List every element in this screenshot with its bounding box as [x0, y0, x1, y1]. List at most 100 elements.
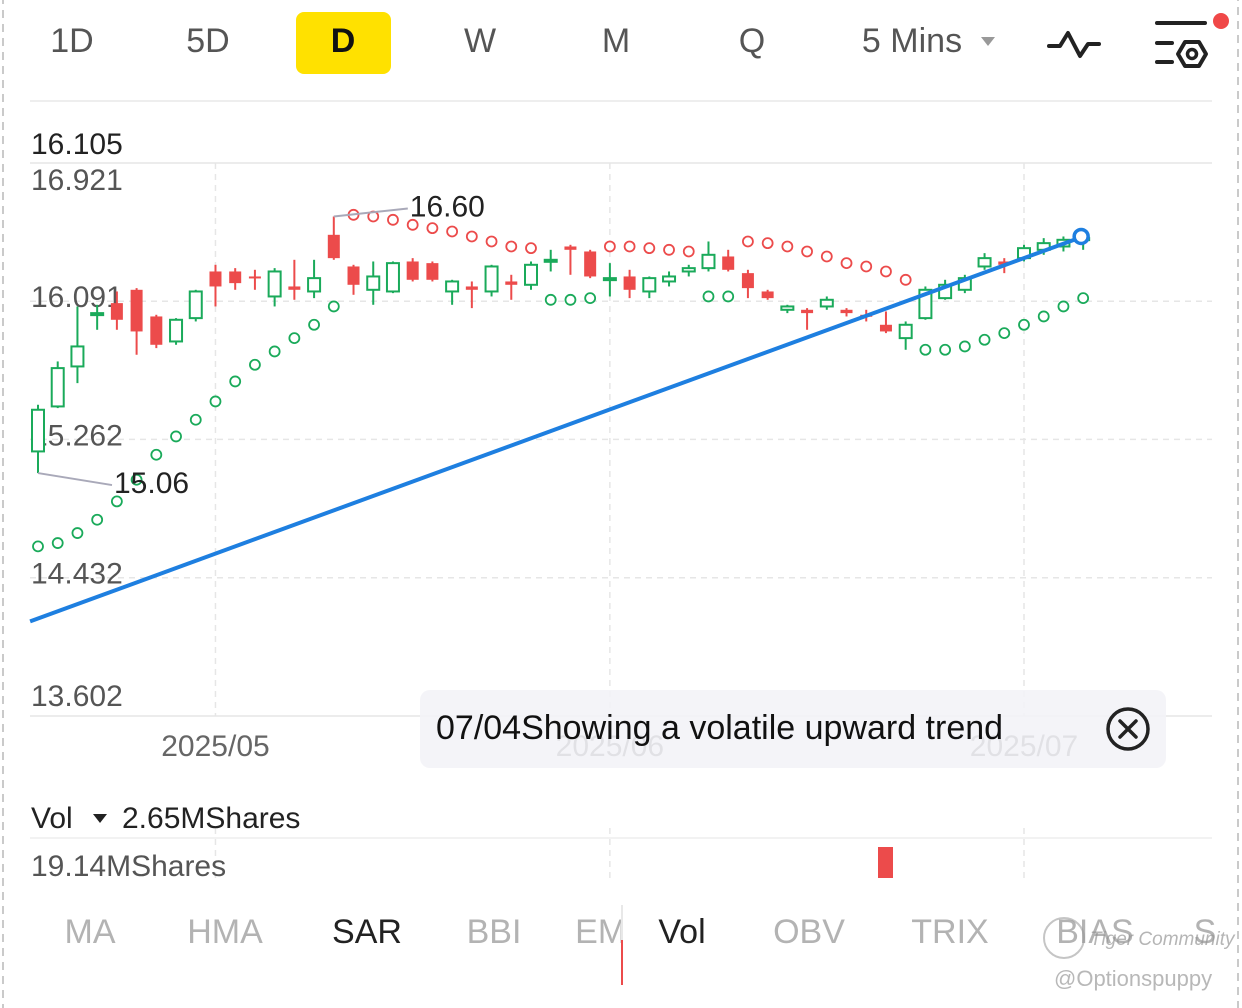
volume-axis-label: 19.14MShares	[31, 850, 226, 883]
candle-body	[209, 271, 222, 287]
candle-body	[505, 281, 518, 285]
candle-body	[602, 277, 617, 282]
indicator-tab[interactable]: HMA	[187, 913, 263, 951]
sar-dot	[860, 260, 873, 273]
sar-dot	[426, 222, 439, 235]
y-tick-label: 15.262	[31, 419, 123, 452]
indicator-tab[interactable]: S	[1194, 913, 1217, 951]
sar-dot	[564, 293, 577, 306]
marker-leader	[37, 472, 113, 487]
sar-dot	[268, 345, 281, 358]
volume-current: 2.65MShares	[122, 802, 300, 835]
sar-dot	[1018, 318, 1030, 331]
candle-body	[169, 318, 184, 343]
candle-body	[623, 276, 636, 290]
indicator-tab[interactable]: TRIX	[911, 913, 988, 951]
sar-dot	[702, 290, 715, 303]
candle-body	[681, 267, 696, 273]
y-tick-label: 13.602	[31, 680, 123, 713]
candle-body	[366, 275, 381, 291]
popup-close[interactable]	[1106, 707, 1150, 751]
tab[interactable]: Q	[739, 22, 765, 60]
sar-dot	[209, 395, 222, 408]
sar-dot	[623, 240, 636, 253]
dropdown-arrow	[981, 37, 995, 46]
sar-dot	[880, 265, 892, 278]
indicator-icon[interactable]	[1047, 31, 1101, 58]
popup-close-x	[1118, 719, 1138, 739]
sar-dot	[801, 245, 813, 258]
sar-dot	[978, 333, 991, 346]
indicator-tab[interactable]: SAR	[332, 913, 402, 951]
sar-dot	[485, 235, 498, 248]
sar-dot	[722, 290, 735, 303]
candle-body	[564, 246, 577, 250]
candle-body	[780, 305, 795, 311]
volume-title: Vol	[31, 802, 73, 835]
sar-dot	[150, 448, 163, 461]
candle-body	[110, 303, 123, 320]
indicator-tab[interactable]: BBI	[467, 913, 522, 951]
candle-body	[879, 324, 892, 332]
candle-body	[465, 286, 478, 290]
candle-body	[267, 270, 282, 298]
candle-body	[801, 309, 814, 314]
candle-body	[662, 275, 677, 283]
candle-body	[484, 265, 499, 293]
sar-dot	[170, 430, 182, 443]
indicator-tab[interactable]: EMA	[575, 913, 649, 951]
volume-dropdown[interactable]	[93, 814, 107, 823]
candle-body	[524, 263, 538, 286]
settings-gear-hole	[1185, 47, 1199, 61]
x-tick-label: 2025/05	[161, 730, 269, 763]
sar-dot	[465, 230, 478, 243]
sar-dot	[682, 245, 695, 258]
tab-bar: 1D 5D D W M Q 5 Mins	[50, 12, 1229, 74]
trend-handle[interactable]	[1072, 227, 1090, 246]
sar-dot	[781, 240, 794, 253]
popup-date: 07/04	[436, 709, 521, 747]
tab[interactable]: M	[602, 22, 630, 60]
candle-body	[898, 323, 913, 340]
tab[interactable]: D	[331, 22, 356, 60]
tab[interactable]: 5D	[186, 22, 229, 60]
notification-dot	[1213, 13, 1229, 29]
candle-body	[642, 277, 657, 293]
candle-body	[385, 262, 400, 293]
popup-text: 07/04Showing a volatile upward trend	[436, 709, 1003, 747]
sar-dot	[387, 213, 399, 226]
sar-dot	[308, 318, 320, 331]
sar-dot	[643, 242, 656, 255]
indicator-tab[interactable]: Vol	[658, 913, 705, 951]
sar-dot	[1057, 300, 1070, 313]
sar-dot	[998, 327, 1011, 340]
tab[interactable]: 1D	[50, 22, 93, 60]
sar-dot	[1077, 292, 1090, 305]
sar-dot	[446, 225, 459, 238]
settings-icon[interactable]	[1155, 21, 1207, 64]
interval-select[interactable]: 5 Mins	[862, 22, 962, 60]
marker-label: 16.60	[410, 190, 485, 223]
popup-box	[420, 690, 1166, 768]
trend-line	[29, 234, 1084, 624]
price-label: 16.105	[31, 128, 123, 161]
sar-dot	[505, 240, 518, 253]
indicator-tab[interactable]: OBV	[773, 913, 845, 951]
candle-body	[584, 251, 597, 277]
tab[interactable]: W	[464, 22, 496, 60]
popup-message: Showing a volatile upward trend	[521, 709, 1003, 747]
candle-body	[840, 309, 853, 314]
indicator-tab[interactable]: MA	[65, 913, 116, 951]
candle-body	[722, 256, 735, 270]
sar-dot	[603, 240, 616, 253]
watermark-user: @Optionspuppy	[1054, 966, 1212, 991]
candle-body	[188, 290, 203, 320]
candle-body	[445, 280, 460, 293]
sar-dot	[525, 242, 537, 255]
y-tick-label: 14.432	[31, 558, 123, 591]
candle-body	[998, 261, 1011, 265]
candle-body	[31, 408, 45, 453]
candle-body	[347, 266, 360, 285]
settings-gear	[1176, 40, 1208, 68]
